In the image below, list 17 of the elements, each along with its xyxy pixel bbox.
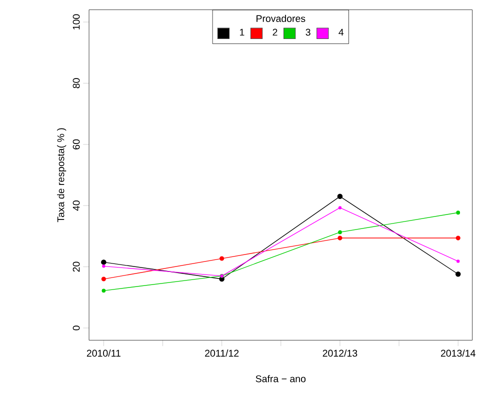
x-tick-label: 2011/12: [205, 349, 239, 356]
y-tick-label: 20: [72, 262, 80, 272]
y-axis-title: Taxa de resposta( % ): [57, 128, 66, 222]
legend-label: 4: [338, 28, 344, 36]
legend-title: Provadores: [256, 14, 306, 22]
y-tick-label: 80: [72, 78, 80, 88]
y-tick-label: 60: [72, 139, 80, 150]
y-tick-label: 100: [72, 14, 80, 30]
x-tick-label: 2010/11: [86, 349, 120, 356]
legend-label: 3: [306, 28, 310, 36]
y-tick-label: 0: [72, 325, 80, 330]
legend-label: 1: [240, 28, 244, 36]
legend-label: 2: [272, 28, 278, 36]
x-axis-title: Safra − ano: [256, 374, 306, 382]
x-tick-label: 2013/14: [440, 349, 476, 356]
x-tick-label: 2012/13: [322, 349, 358, 356]
y-tick-label: 40: [72, 200, 80, 211]
